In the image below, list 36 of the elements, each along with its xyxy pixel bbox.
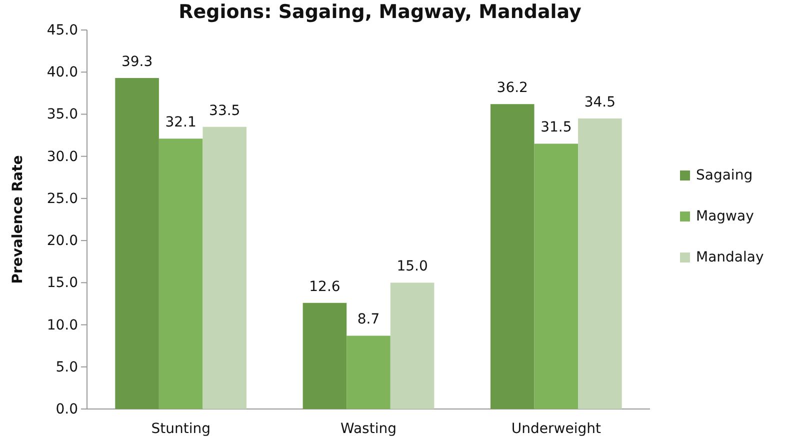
data-label: 15.0	[396, 258, 428, 275]
bar	[346, 336, 390, 409]
y-tick-label: 20.0	[46, 233, 78, 250]
data-label: 8.7	[357, 312, 380, 328]
bar	[490, 104, 534, 409]
data-label: 32.1	[165, 114, 196, 131]
y-tick-label: 5.0	[56, 359, 78, 376]
legend-label: Sagaing	[696, 168, 753, 184]
y-tick-label: 30.0	[46, 148, 78, 165]
x-tick-label: Wasting	[340, 420, 396, 437]
y-tick-label: 25.0	[46, 190, 78, 207]
bar	[115, 78, 159, 409]
y-tick-label: 10.0	[46, 317, 78, 334]
bar	[534, 144, 578, 409]
data-label: 36.2	[496, 80, 528, 96]
bar	[202, 126, 247, 409]
data-label: 39.3	[121, 54, 153, 70]
y-tick-label: 45.0	[46, 22, 78, 38]
chart-title: Regions: Sagaing, Magway, Mandalay	[178, 1, 582, 23]
x-tick-label: Underweight	[511, 420, 602, 437]
data-label: 33.5	[209, 102, 240, 119]
bar	[390, 282, 434, 409]
x-tick-label: Stunting	[151, 420, 210, 437]
data-label: 34.5	[584, 94, 616, 110]
bar	[302, 302, 347, 409]
legend-label: Mandalay	[696, 250, 764, 266]
y-tick-label: 40.0	[46, 64, 78, 81]
legend-label: Magway	[696, 208, 754, 224]
bar	[578, 118, 622, 409]
y-axis-title: Prevalence Rate	[10, 155, 26, 284]
data-label: 31.5	[540, 120, 572, 136]
y-tick-label: 35.0	[46, 106, 78, 123]
bar	[158, 138, 203, 409]
data-label: 12.6	[309, 278, 340, 295]
y-tick-label: 15.0	[46, 275, 78, 292]
y-tick-label: 0.0	[56, 401, 78, 418]
